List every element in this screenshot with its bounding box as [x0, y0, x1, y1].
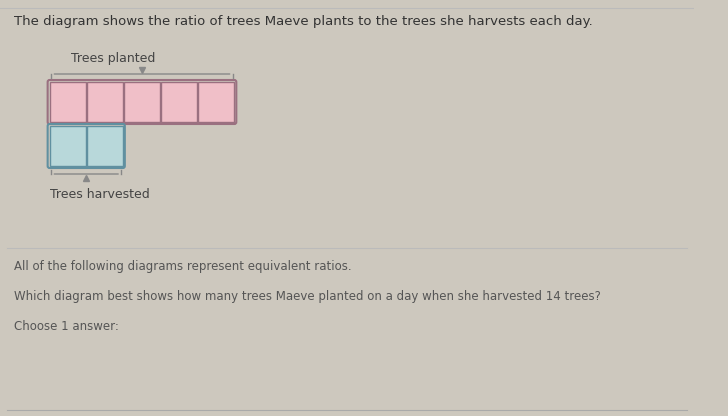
Text: Trees harvested: Trees harvested [50, 188, 149, 201]
FancyBboxPatch shape [50, 126, 86, 166]
FancyBboxPatch shape [87, 126, 123, 166]
Text: Which diagram best shows how many trees Maeve planted on a day when she harveste: Which diagram best shows how many trees … [15, 290, 601, 303]
FancyBboxPatch shape [50, 82, 86, 122]
Text: Choose 1 answer:: Choose 1 answer: [15, 320, 119, 333]
FancyBboxPatch shape [161, 82, 197, 122]
FancyBboxPatch shape [87, 82, 123, 122]
Text: Trees planted: Trees planted [71, 52, 156, 65]
Text: All of the following diagrams represent equivalent ratios.: All of the following diagrams represent … [15, 260, 352, 273]
FancyBboxPatch shape [124, 82, 160, 122]
Text: The diagram shows the ratio of trees Maeve plants to the trees she harvests each: The diagram shows the ratio of trees Mae… [15, 15, 593, 28]
FancyBboxPatch shape [198, 82, 234, 122]
